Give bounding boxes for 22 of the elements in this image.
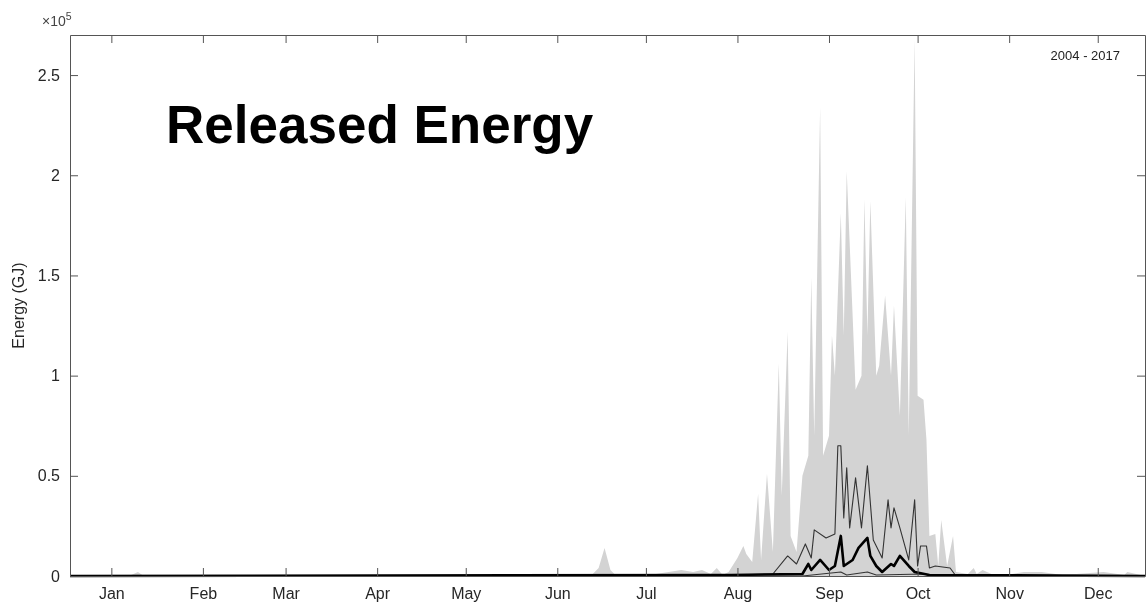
y-tick-label: 0.5 bbox=[37, 467, 61, 485]
x-tick-label: May bbox=[451, 585, 482, 603]
y-axis-title: Energy (GJ) bbox=[10, 262, 27, 349]
x-tick-label: Jul bbox=[636, 585, 657, 603]
text: ×10$^{5}$ bbox=[42, 10, 72, 29]
x-tick-label: Mar bbox=[272, 585, 301, 603]
x-tick-label: Sep bbox=[815, 585, 844, 603]
y-tick-label: 2 bbox=[51, 166, 61, 184]
x-tick-label: Jun bbox=[544, 585, 571, 603]
y-tick-label: 0 bbox=[51, 567, 61, 585]
text: Released Energy bbox=[166, 95, 594, 154]
y-tick-label: 1.5 bbox=[37, 267, 61, 285]
x-tick-label: Feb bbox=[189, 585, 218, 603]
x-tick-label: Dec bbox=[1084, 585, 1113, 603]
y-tick-label: 2.5 bbox=[37, 66, 61, 84]
x-tick-label: Aug bbox=[723, 585, 753, 603]
x-tick-label: Apr bbox=[365, 585, 391, 603]
x-tick-label: Oct bbox=[905, 585, 932, 603]
y-tick-label: 1 bbox=[51, 367, 61, 385]
x-tick-label: Nov bbox=[995, 585, 1024, 603]
annotation: 2004 - 2017 bbox=[1050, 48, 1120, 63]
x-tick-label: Jan bbox=[98, 585, 125, 603]
